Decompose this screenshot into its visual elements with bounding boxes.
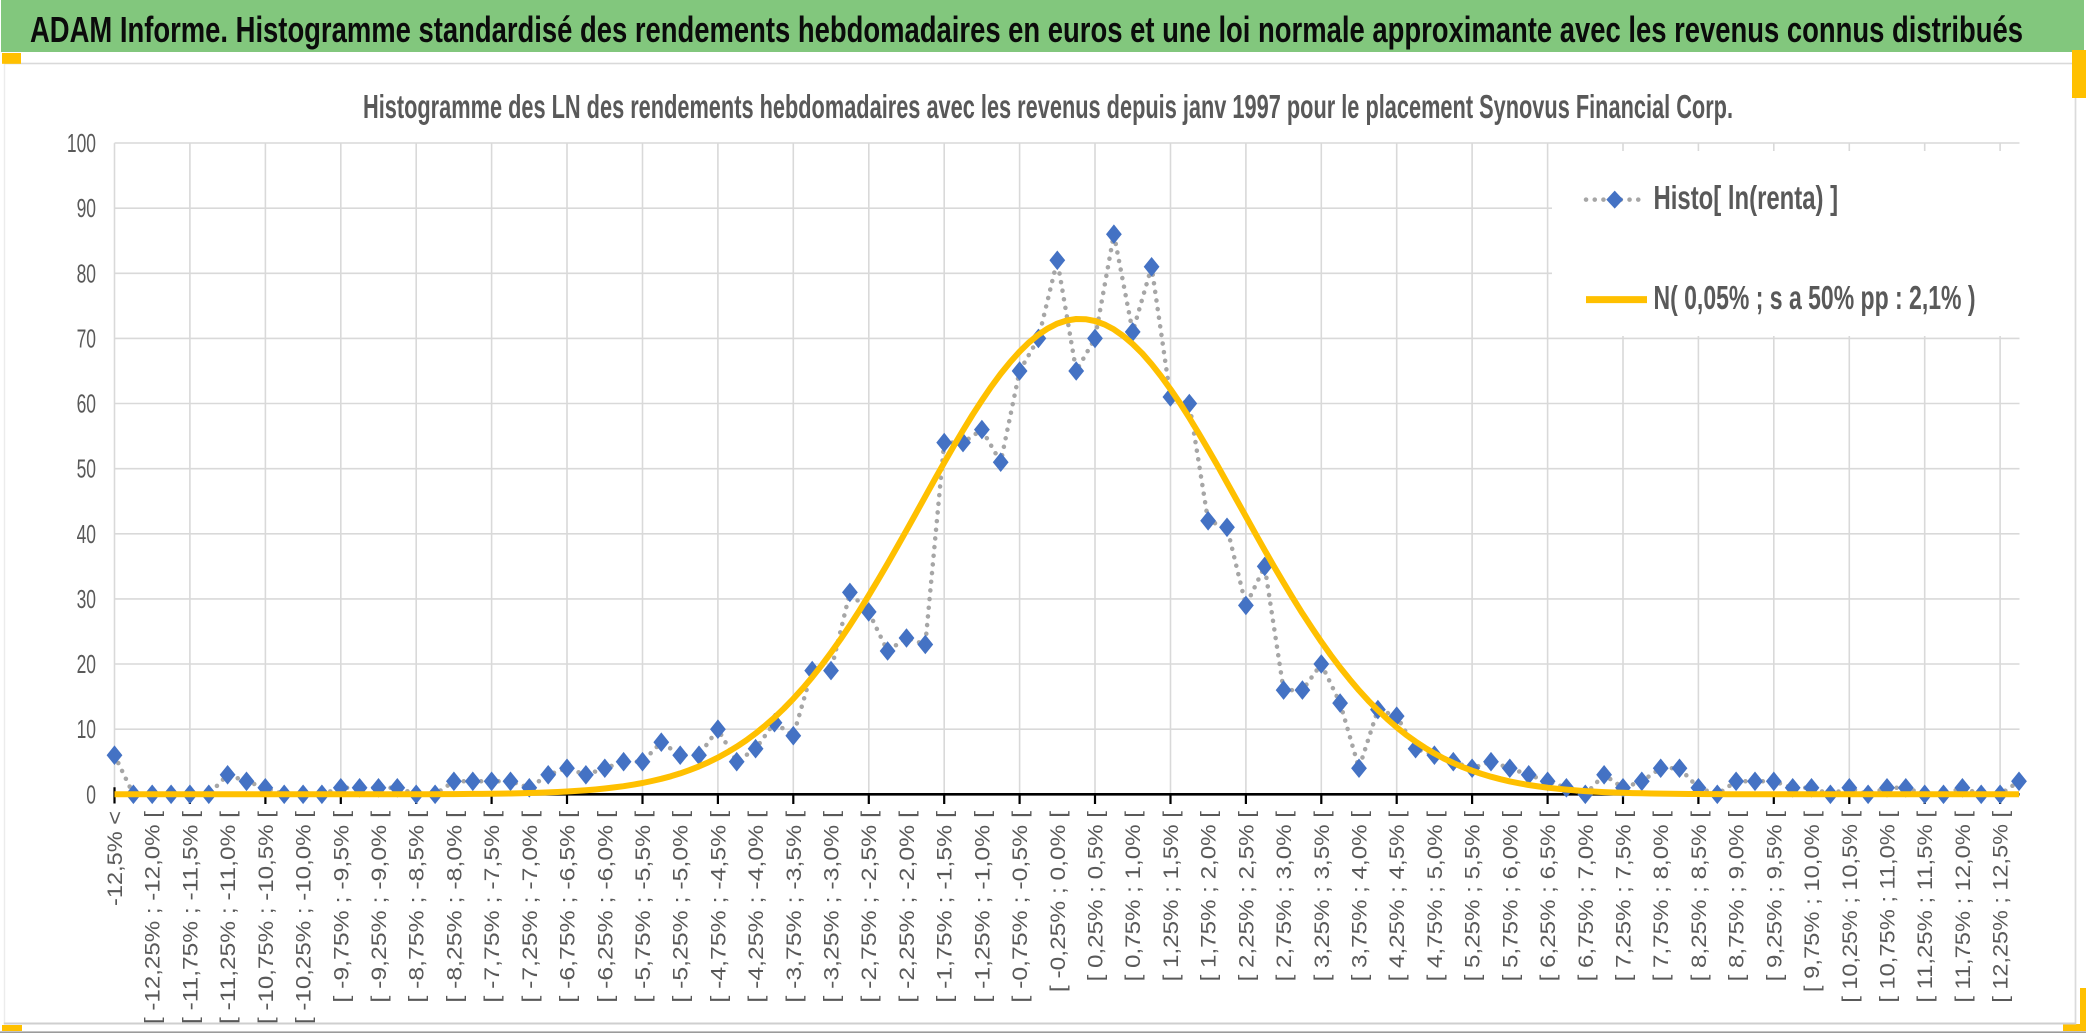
svg-text:[ -1,75% ; -1,5% [: [ -1,75% ; -1,5% [ [934, 811, 957, 1003]
svg-text:[ -11,25% ; -11,0% [: [ -11,25% ; -11,0% [ [217, 811, 240, 1024]
svg-text:[ 10,75% ; 11,0% [: [ 10,75% ; 11,0% [ [1877, 811, 1900, 1003]
svg-text:[ -4,75% ; -4,5% [: [ -4,75% ; -4,5% [ [707, 811, 730, 1003]
svg-text:[ -3,75% ; -3,5% [: [ -3,75% ; -3,5% [ [783, 811, 806, 1003]
svg-text:80: 80 [77, 258, 96, 288]
svg-text:[ -1,25% ; -1,0% [: [ -1,25% ; -1,0% [ [971, 811, 994, 1003]
svg-text:100: 100 [67, 128, 96, 158]
svg-text:[ -2,75% ; -2,5% [: [ -2,75% ; -2,5% [ [858, 811, 881, 1003]
svg-text:[ -2,25% ; -2,0% [: [ -2,25% ; -2,0% [ [896, 811, 919, 1003]
svg-text:[ 10,25% ; 10,5% [: [ 10,25% ; 10,5% [ [1839, 811, 1862, 1003]
svg-text:70: 70 [77, 323, 96, 353]
svg-text:[ -12,25% ; -12,0% [: [ -12,25% ; -12,0% [ [142, 811, 165, 1024]
svg-text:[ -3,25% ; -3,0% [: [ -3,25% ; -3,0% [ [821, 811, 844, 1003]
svg-text:30: 30 [77, 584, 96, 614]
svg-text:[ -4,25% ; -4,0% [: [ -4,25% ; -4,0% [ [745, 811, 768, 1003]
svg-text:[ 9,25% ; 9,5% [: [ 9,25% ; 9,5% [ [1763, 811, 1786, 982]
svg-text:[ 0,75% ; 1,0% [: [ 0,75% ; 1,0% [ [1122, 811, 1145, 982]
svg-text:[ -6,75% ; -6,5% [: [ -6,75% ; -6,5% [ [557, 811, 580, 1003]
svg-text:[ 9,75% ; 10,0% [: [ 9,75% ; 10,0% [ [1801, 811, 1824, 992]
svg-text:50: 50 [77, 454, 96, 484]
svg-text:0: 0 [86, 779, 96, 809]
svg-text:[ -5,25% ; -5,0% [: [ -5,25% ; -5,0% [ [670, 811, 693, 1003]
svg-text:N( 0,05% ; s a 50% pp : 2,1% ): N( 0,05% ; s a 50% pp : 2,1% ) [1654, 279, 1976, 316]
svg-text:10: 10 [77, 714, 96, 744]
svg-text:[ 2,25% ; 2,5% [: [ 2,25% ; 2,5% [ [1235, 811, 1258, 982]
svg-text:[ 3,75% ; 4,0% [: [ 3,75% ; 4,0% [ [1349, 811, 1372, 982]
svg-text:[ 0,25% ; 0,5% [: [ 0,25% ; 0,5% [ [1085, 811, 1108, 982]
svg-text:60: 60 [77, 389, 96, 419]
svg-text:[ -10,25% ; -10,0% [: [ -10,25% ; -10,0% [ [293, 811, 316, 1024]
svg-text:-12,5% <: -12,5% < [104, 811, 127, 906]
svg-text:[ 4,75% ; 5,0% [: [ 4,75% ; 5,0% [ [1424, 811, 1447, 982]
svg-text:[ 6,25% ; 6,5% [: [ 6,25% ; 6,5% [ [1537, 811, 1560, 982]
svg-text:[ 7,75% ; 8,0% [: [ 7,75% ; 8,0% [ [1650, 811, 1673, 982]
svg-text:[ -0,75% ; -0,5% [: [ -0,75% ; -0,5% [ [1009, 811, 1032, 1003]
svg-text:40: 40 [77, 519, 96, 549]
svg-text:[ -7,75% ; -7,5% [: [ -7,75% ; -7,5% [ [481, 811, 504, 1003]
svg-text:[ 1,75% ; 2,0% [: [ 1,75% ; 2,0% [ [1198, 811, 1221, 982]
svg-text:[ -8,75% ; -8,5% [: [ -8,75% ; -8,5% [ [406, 811, 429, 1003]
svg-text:90: 90 [77, 193, 96, 223]
svg-text:[ 7,25% ; 7,5% [: [ 7,25% ; 7,5% [ [1613, 811, 1636, 982]
svg-text:[ 11,75% ; 12,0% [: [ 11,75% ; 12,0% [ [1952, 811, 1975, 1003]
svg-text:[ 1,25% ; 1,5% [: [ 1,25% ; 1,5% [ [1160, 811, 1183, 982]
svg-text:[ 11,25% ; 11,5% [: [ 11,25% ; 11,5% [ [1914, 811, 1937, 1003]
svg-text:[ -10,75% ; -10,5% [: [ -10,75% ; -10,5% [ [255, 811, 278, 1024]
svg-text:[ 12,25% ; 12,5% [: [ 12,25% ; 12,5% [ [1990, 811, 2013, 1003]
svg-text:[ -7,25% ; -7,0% [: [ -7,25% ; -7,0% [ [519, 811, 542, 1003]
svg-text:[ -6,25% ; -6,0% [: [ -6,25% ; -6,0% [ [594, 811, 617, 1003]
svg-text:[ 3,25% ; 3,5% [: [ 3,25% ; 3,5% [ [1311, 811, 1334, 982]
svg-text:[ 6,75% ; 7,0% [: [ 6,75% ; 7,0% [ [1575, 811, 1598, 982]
svg-text:[ -0,25% ; 0,0% [: [ -0,25% ; 0,0% [ [1047, 811, 1070, 992]
svg-text:[ 8,25% ; 8,5% [: [ 8,25% ; 8,5% [ [1688, 811, 1711, 982]
svg-text:[ -9,75% ; -9,5% [: [ -9,75% ; -9,5% [ [330, 811, 353, 1003]
svg-text:[ 2,75% ; 3,0% [: [ 2,75% ; 3,0% [ [1273, 811, 1296, 982]
svg-text:[ 4,25% ; 4,5% [: [ 4,25% ; 4,5% [ [1386, 811, 1409, 982]
svg-text:Histogramme des LN des rendeme: Histogramme des LN des rendements hebdom… [363, 88, 1733, 125]
svg-text:[ -8,25% ; -8,0% [: [ -8,25% ; -8,0% [ [443, 811, 466, 1003]
svg-text:[ 5,75% ; 6,0% [: [ 5,75% ; 6,0% [ [1499, 811, 1522, 982]
svg-text:[ -11,75% ; -11,5% [: [ -11,75% ; -11,5% [ [179, 811, 202, 1024]
svg-text:20: 20 [77, 649, 96, 679]
svg-text:[ -9,25% ; -9,0% [: [ -9,25% ; -9,0% [ [368, 811, 391, 1003]
svg-text:[ 8,75% ; 9,0% [: [ 8,75% ; 9,0% [ [1726, 811, 1749, 982]
svg-text:[ 5,25% ; 5,5% [: [ 5,25% ; 5,5% [ [1462, 811, 1485, 982]
svg-text:[ -5,75% ; -5,5% [: [ -5,75% ; -5,5% [ [632, 811, 655, 1003]
svg-text:ADAM Informe. Histogramme stan: ADAM Informe. Histogramme standardisé de… [30, 9, 2023, 50]
svg-text:Histo[ ln(renta) ]: Histo[ ln(renta) ] [1654, 179, 1839, 216]
